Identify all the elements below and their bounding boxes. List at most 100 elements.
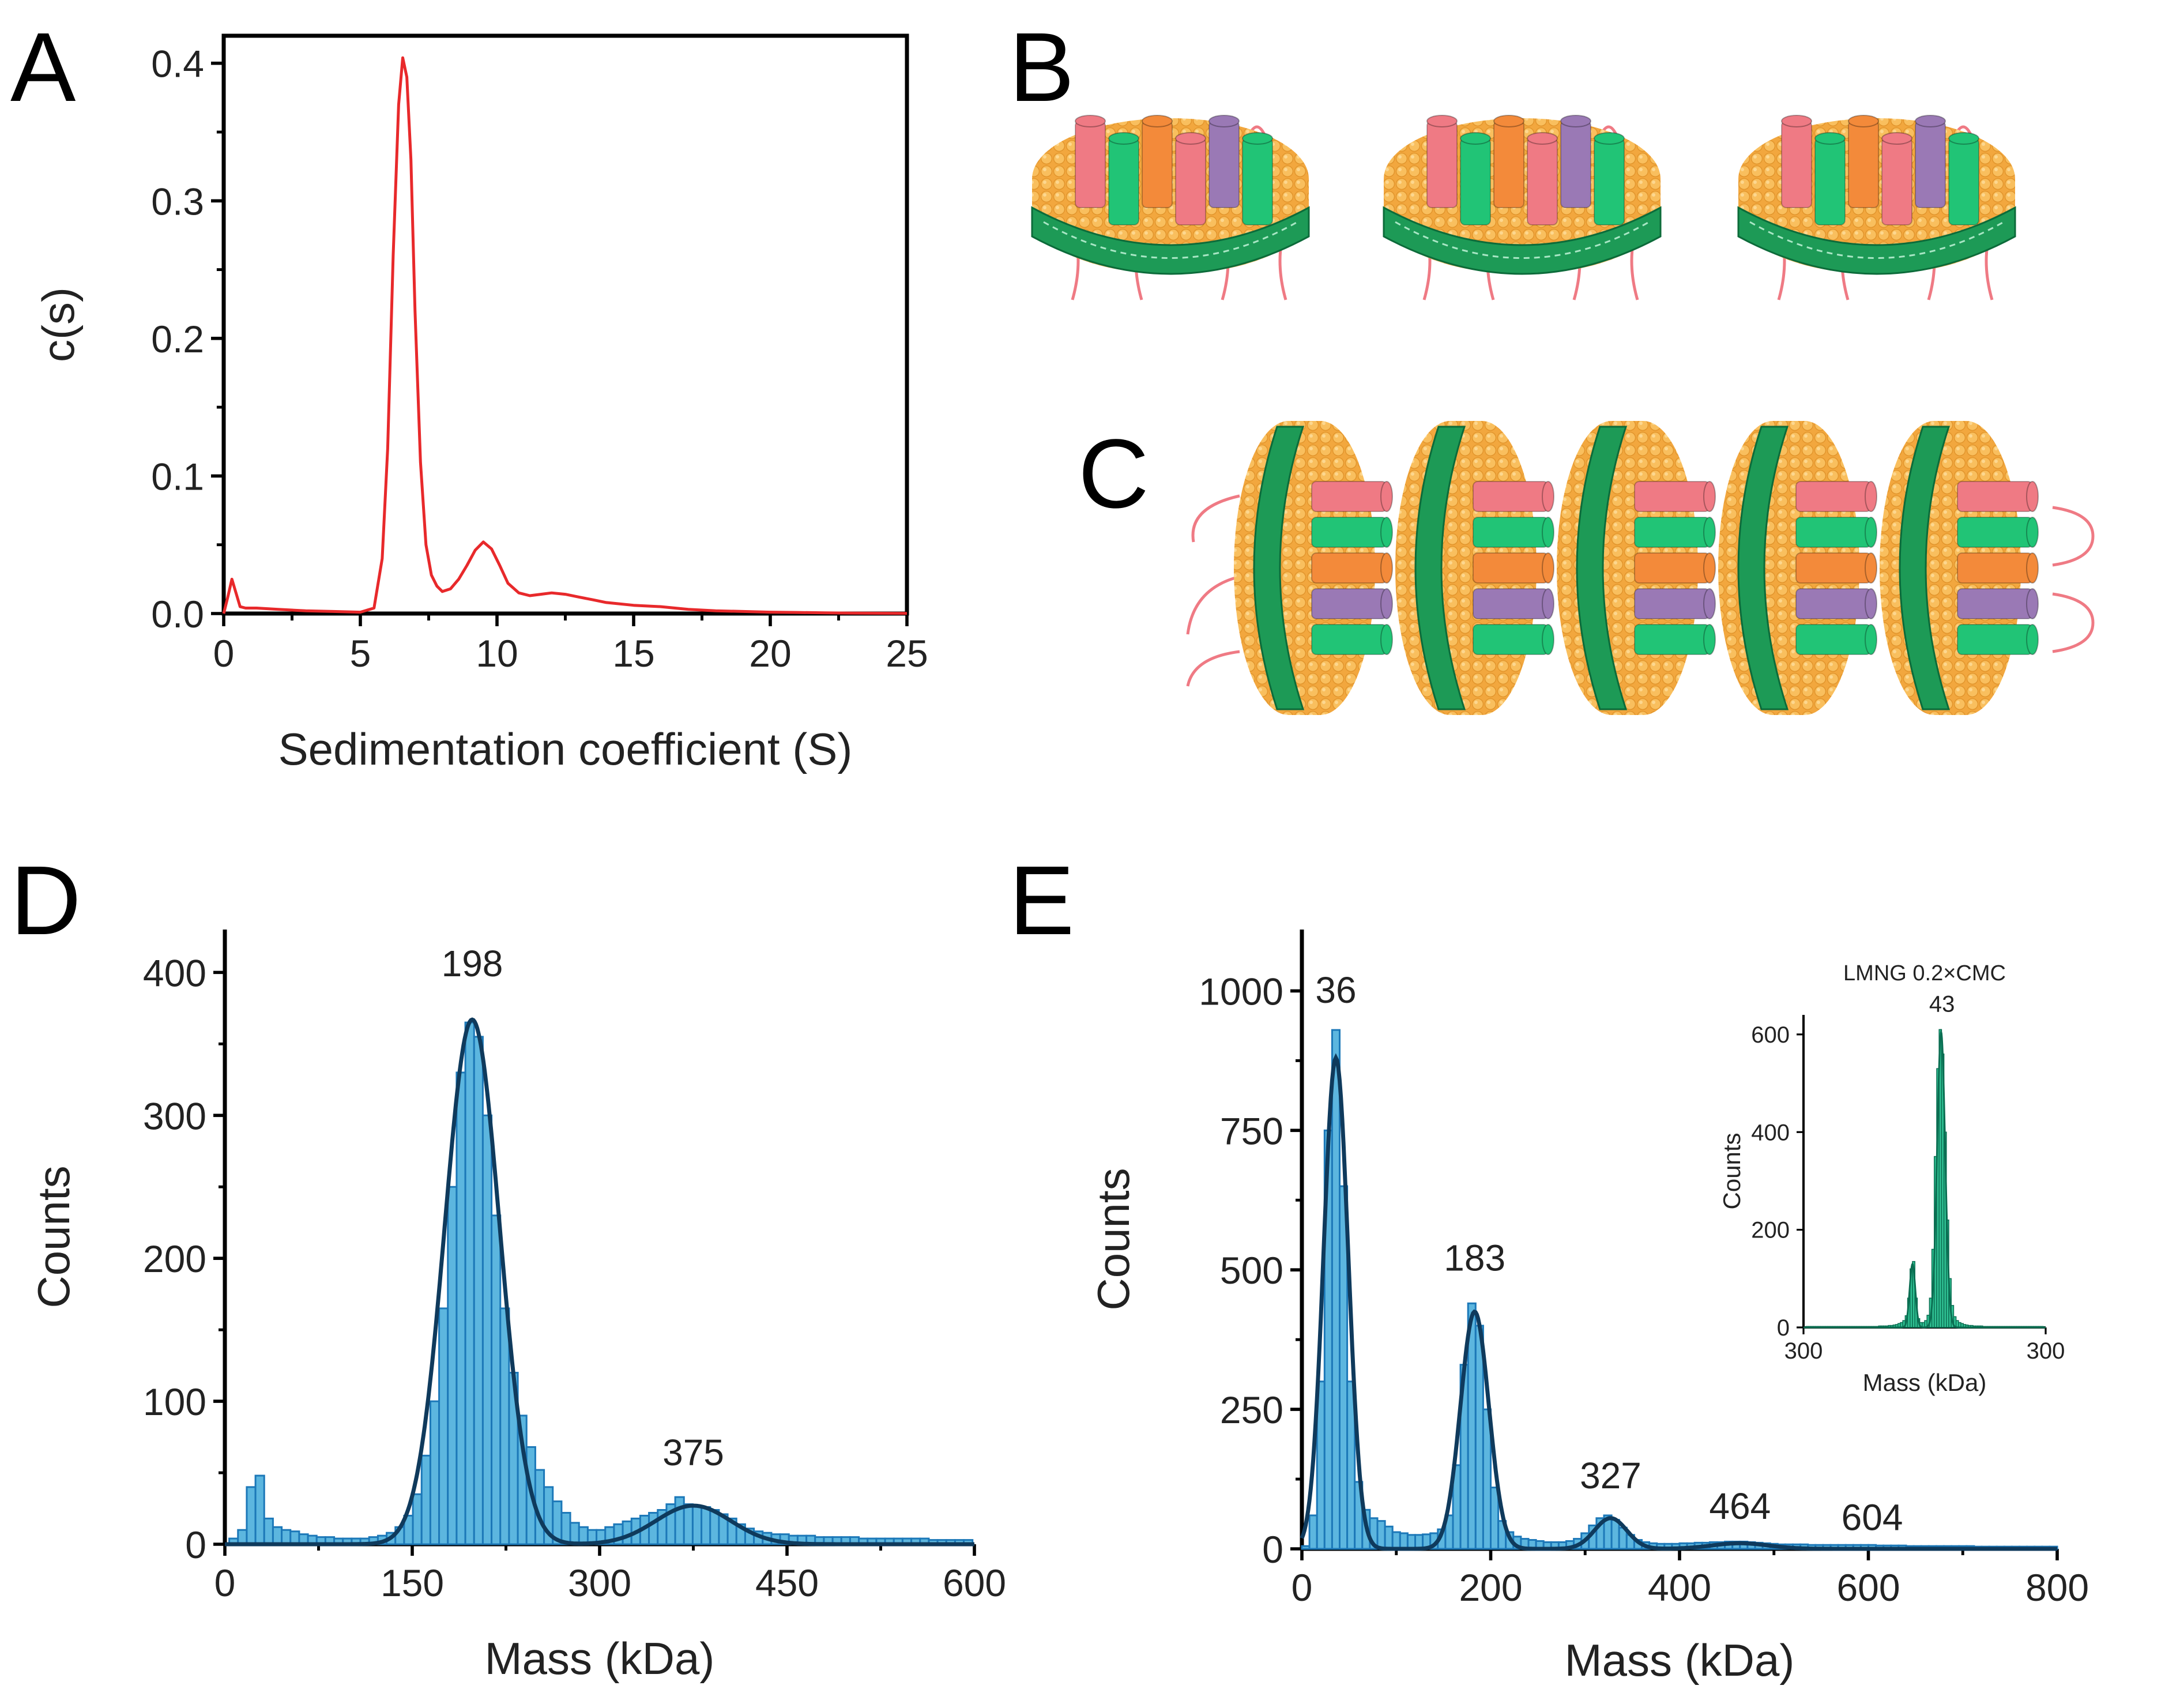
- helix-cylinder: [1795, 481, 1872, 512]
- histogram-bars: [228, 1021, 974, 1545]
- helix-cylinder: [1473, 552, 1549, 584]
- x-tick-label: 200: [1459, 1566, 1522, 1609]
- helix-cap: [1075, 115, 1106, 127]
- y-axis-title: Counts: [28, 1165, 79, 1308]
- x-tick-label: 0: [214, 1562, 236, 1604]
- helix-cap: [1865, 624, 1877, 655]
- histogram-bar: [683, 1503, 694, 1545]
- y-tick-label: 0: [185, 1523, 206, 1566]
- helix-cylinder: [1634, 588, 1710, 619]
- helix-cap: [1542, 481, 1554, 512]
- helix-cap: [1814, 132, 1846, 145]
- plot-frame: [221, 33, 909, 616]
- x-tick-label: 300: [1784, 1338, 1823, 1364]
- helix-cap: [2026, 517, 2039, 548]
- y-tick-label: 400: [143, 951, 206, 994]
- helix-cap: [1175, 132, 1206, 145]
- y-tick-label: 750: [1220, 1109, 1283, 1152]
- nanodisc-icon: [1031, 115, 1310, 300]
- x-tick-label: 800: [2025, 1566, 2089, 1609]
- helix-cylinder: [1311, 588, 1387, 619]
- helix-cylinder: [1311, 481, 1387, 512]
- chart-d-mass-histogram: 0 150 300 450 600 0 100 200 300 400 Mass (kDa) Coun…: [28, 930, 1006, 1684]
- panel-letter-d: D: [10, 846, 81, 955]
- helix-cylinder: [1242, 138, 1273, 225]
- helix-cylinder: [1634, 624, 1710, 655]
- panel-letter-b: B: [1009, 13, 1074, 122]
- x-tick-label: 25: [886, 632, 928, 675]
- helix-cylinder: [1957, 588, 2033, 619]
- scaffold-belt: [1899, 426, 1951, 710]
- fit-curve: [1300, 1053, 2057, 1551]
- helix-cap: [2026, 481, 2039, 512]
- helix-cylinder: [1957, 624, 2033, 655]
- peak-label: 604: [1842, 1496, 1903, 1538]
- helix-cap: [1865, 517, 1877, 548]
- x-tick-label: 600: [1836, 1566, 1900, 1609]
- histogram-bar: [491, 1214, 502, 1545]
- y-tick-label: 400: [1751, 1120, 1790, 1145]
- helix-cylinder: [1957, 481, 2033, 512]
- helix-cylinder: [1311, 552, 1387, 584]
- histogram-bar: [246, 1486, 257, 1545]
- histogram-bar: [569, 1522, 580, 1545]
- helix-cap: [1948, 132, 1979, 145]
- peak-label: 375: [662, 1432, 724, 1473]
- helix-cap: [1703, 588, 1716, 619]
- helix-cylinder: [1311, 624, 1387, 655]
- helix-cap: [1915, 115, 1946, 127]
- scaffold-belt: [1576, 426, 1628, 710]
- histogram-bar: [272, 1526, 283, 1545]
- helix-cylinder: [1795, 588, 1872, 619]
- helix-cap: [1542, 588, 1554, 619]
- helix-cylinder: [1311, 517, 1387, 548]
- helix-cap: [1108, 132, 1139, 145]
- x-tick-label: 20: [749, 632, 791, 675]
- helix-cylinder: [1473, 481, 1549, 512]
- histogram-bar: [429, 1400, 440, 1545]
- y-tick-label: 200: [143, 1237, 206, 1280]
- helix-cap: [1460, 132, 1491, 145]
- helix-cylinder: [1493, 121, 1524, 208]
- helix-cylinder: [1795, 552, 1872, 584]
- histogram-bar: [481, 1114, 493, 1545]
- x-tick-label: 0: [1292, 1566, 1313, 1609]
- fit-curve: [225, 1017, 974, 1547]
- peak-label: 327: [1580, 1455, 1641, 1496]
- histogram-bar: [1308, 1514, 1318, 1550]
- helix-cap: [1208, 115, 1240, 127]
- helix-cap: [1380, 517, 1393, 548]
- helix-cylinder: [1560, 121, 1591, 208]
- chart-a-sedimentation: 0 5 10 15 20 25 0.0 0.1 0.2 0.3 0.4 Sedimentation c…: [33, 33, 928, 774]
- histogram-bar: [281, 1529, 292, 1545]
- y-tick-label: 0.0: [151, 593, 204, 635]
- helix-cylinder: [1781, 121, 1812, 208]
- y-tick-label: 300: [143, 1094, 206, 1137]
- panel-letter-c: C: [1078, 419, 1149, 529]
- peak-label: 43: [1929, 992, 1955, 1017]
- helix-cap: [1380, 588, 1393, 619]
- helix-cap: [1426, 115, 1458, 127]
- helix-cylinder: [1208, 121, 1240, 208]
- helix-cap: [1142, 115, 1173, 127]
- helix-cylinder: [1473, 624, 1549, 655]
- helix-cylinder: [1142, 121, 1173, 208]
- histogram-bar: [1610, 1519, 1620, 1550]
- y-tick-label: 1000: [1199, 970, 1283, 1013]
- helix-cap: [1542, 517, 1554, 548]
- scaffold-belt: [1737, 206, 2016, 275]
- histogram-bar: [263, 1517, 274, 1545]
- histogram-bar: [1406, 1534, 1416, 1550]
- y-tick-label: 0.2: [151, 318, 204, 360]
- helix-cap: [1542, 552, 1554, 584]
- histogram-bar: [1399, 1532, 1409, 1550]
- histogram-bar: [412, 1493, 423, 1545]
- scaffold-belt: [1737, 426, 1789, 710]
- histogram-bar: [648, 1511, 659, 1545]
- helix-cap: [1865, 588, 1877, 619]
- y-axis-title: c(s): [33, 287, 84, 362]
- scaffold-belt: [1253, 426, 1305, 710]
- scaffold-belt: [1031, 206, 1310, 275]
- nanodisc-icon: [1880, 421, 2039, 715]
